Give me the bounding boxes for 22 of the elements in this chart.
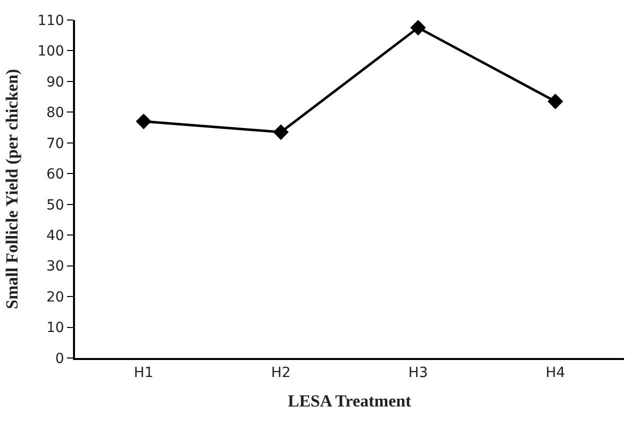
y-tick-label: 90: [46, 74, 64, 90]
y-tick-label: 20: [46, 289, 64, 306]
y-tick-label: 80: [46, 105, 64, 122]
x-tick-label: H4: [546, 364, 566, 381]
y-tick-label: 70: [46, 136, 64, 152]
x-tick-label: H1: [134, 364, 154, 381]
y-tick-label: 10: [46, 320, 64, 336]
y-tick-label: 30: [46, 258, 64, 275]
y-tick-label: 50: [46, 197, 64, 214]
y-tick-label: 40: [46, 228, 64, 244]
y-tick-label: 110: [37, 12, 64, 29]
point: [273, 124, 289, 140]
y-tick-label: 0: [55, 350, 64, 367]
y-axis-title: Small Follicle Yield (per chicken): [2, 68, 22, 310]
point: [410, 20, 426, 36]
point: [136, 114, 152, 130]
y-tick-label: 60: [46, 166, 64, 183]
y-tick-label: 100: [37, 44, 64, 60]
x-tick-label: H2: [271, 364, 291, 381]
x-tick-label: H3: [408, 364, 428, 381]
point: [548, 94, 564, 110]
x-axis-title: LESA Treatment: [288, 392, 412, 411]
